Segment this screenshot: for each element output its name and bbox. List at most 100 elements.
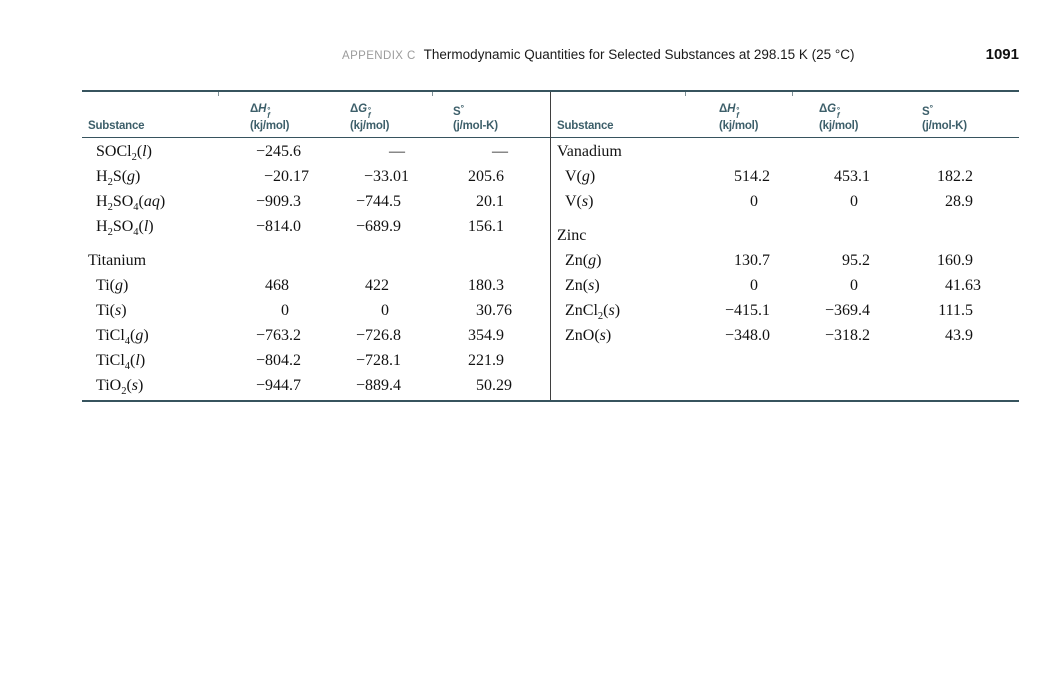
substance-name: H2SO4(l) — [96, 218, 154, 239]
table-row: SOCl2(l) −245.6 — — — [82, 139, 550, 164]
panel-divider — [550, 92, 551, 400]
delta-h-value: −348.0 — [724, 327, 770, 344]
substance-name: H2SO4(aq) — [96, 193, 166, 214]
delta-h-value: 130.7 — [734, 252, 770, 269]
delta-g-value: −33.01 — [363, 168, 409, 185]
delta-h-value: 468 — [265, 277, 289, 294]
table-row: H2SO4(aq) −909.3 −744.5 20.1 — [82, 189, 550, 214]
entropy-value: 41.63 — [945, 277, 981, 294]
entropy-value: 20.1 — [476, 193, 504, 210]
group-header: Zinc — [557, 227, 587, 244]
table-panel-body: SOCl2(l) −245.6— — H2S(g) −20.17 −33.01 205.6 H… — [82, 138, 550, 398]
entropy-value: — — [492, 143, 508, 160]
table-row: TiCl4(g) −763.2 −726.8 354.9 — [82, 323, 550, 348]
column-tick — [685, 92, 686, 96]
table-header: Substance ΔH ° f (kj/mol) ΔG ° f (kj/mol) S°… — [82, 92, 550, 138]
delta-g-value: 0 — [850, 193, 858, 210]
table-row: H2SO4(l) −814.0 −689.9 156.1 — [82, 214, 550, 239]
column-tick — [432, 92, 433, 96]
substance-name: ZnCl2(s) — [565, 302, 621, 323]
delta-h-value: −909.3 — [255, 193, 301, 210]
substance-name: V(g) — [565, 168, 596, 185]
substance-name: TiCl4(l) — [96, 352, 146, 373]
delta-g-value: −369.4 — [824, 302, 870, 319]
thermo-table: Substance ΔH ° f (kj/mol) ΔG ° f (kj/mol) S°… — [82, 90, 1019, 402]
delta-h-value: −814.0 — [255, 218, 301, 235]
table-panel-right: Substance ΔH ° f (kj/mol) ΔG ° f (kj/mol) S°… — [551, 92, 1019, 400]
delta-g-value: 453.1 — [834, 168, 870, 185]
table-row: Ti(s) 0 0 30.76 — [82, 298, 550, 323]
delta-g-value: −728.1 — [355, 352, 401, 369]
delta-g-column-header: ΔG ° f (kj/mol) — [344, 103, 447, 132]
delta-h-value: −763.2 — [255, 327, 301, 344]
entropy-value: 43.9 — [945, 327, 973, 344]
substance-name: ZnO(s) — [565, 327, 612, 344]
substance-name: Ti(s) — [96, 302, 127, 319]
delta-h-column-header: ΔH ° f (kj/mol) — [244, 103, 344, 132]
delta-g-value: 0 — [850, 277, 858, 294]
table-row: Zn(g) 130.7 95.2 160.9 — [551, 248, 1019, 273]
entropy-units: (j/mol-K) — [453, 120, 498, 132]
delta-h-value: −944.7 — [255, 377, 301, 394]
column-tick — [218, 92, 219, 96]
substance-name: Ti(g) — [96, 277, 129, 294]
table-header: Substance ΔH ° f (kj/mol) ΔG ° f (kj/mol) S°… — [551, 92, 1019, 138]
delta-h-value: −415.1 — [724, 302, 770, 319]
table-row: V(g) 514.2 453.1 182.2 — [551, 164, 1019, 189]
entropy-value: 50.29 — [476, 377, 512, 394]
delta-g-value: −689.9 — [355, 218, 401, 235]
substance-column-header: Substance — [557, 120, 614, 132]
entropy-value: 28.9 — [945, 193, 973, 210]
delta-g-value: −889.4 — [355, 377, 401, 394]
entropy-column-header: S° (j/mol-K) — [447, 102, 550, 132]
table-row: Zn(s) 0 0 41.63 — [551, 273, 1019, 298]
delta-h-value: 0 — [750, 277, 758, 294]
delta-h-value: −20.17 — [263, 168, 309, 185]
delta-h-value: 0 — [750, 193, 758, 210]
page-header: APPENDIX C Thermodynamic Quantities for … — [82, 46, 1019, 63]
entropy-value: 180.3 — [468, 277, 504, 294]
delta-g-column-header: ΔG ° f (kj/mol) — [813, 103, 916, 132]
entropy-units: (j/mol-K) — [922, 120, 967, 132]
delta-h-units: (kj/mol) — [250, 120, 290, 132]
substance-name: SOCl2(l) — [96, 143, 152, 164]
delta-g-value: 422 — [365, 277, 389, 294]
table-row: ZnCl2(s) −415.1 −369.4 111.5 — [551, 298, 1019, 323]
substance-name: H2S(g) — [96, 168, 141, 189]
table-row: TiCl4(l) −804.2 −728.1 221.9 — [82, 348, 550, 373]
substance-name: TiO2(s) — [96, 377, 144, 398]
delta-h-column-header: ΔH ° f (kj/mol) — [713, 103, 813, 132]
entropy-value: 354.9 — [468, 327, 504, 344]
delta-g-value: −744.5 — [355, 193, 401, 210]
entropy-value: 111.5 — [938, 302, 973, 319]
delta-g-value: 95.2 — [842, 252, 870, 269]
entropy-column-header: S° (j/mol-K) — [916, 102, 1019, 132]
delta-g-value: — — [389, 143, 405, 160]
delta-g-value: 0 — [381, 302, 389, 319]
delta-h-value: −804.2 — [255, 352, 301, 369]
delta-g-units: (kj/mol) — [350, 120, 390, 132]
group-header: Vanadium — [557, 143, 622, 160]
entropy-value: 182.2 — [937, 168, 973, 185]
delta-g-units: (kj/mol) — [819, 120, 859, 132]
appendix-label: APPENDIX C — [342, 50, 416, 62]
entropy-value: 221.9 — [468, 352, 504, 369]
delta-h-value: 514.2 — [734, 168, 770, 185]
delta-g-value: −318.2 — [824, 327, 870, 344]
group-header: Titanium — [88, 252, 147, 269]
substance-name: V(s) — [565, 193, 594, 210]
delta-g-value: −726.8 — [355, 327, 401, 344]
table-row: H2S(g) −20.17 −33.01 205.6 — [82, 164, 550, 189]
substance-name: TiCl4(g) — [96, 327, 149, 348]
entropy-value: 30.76 — [476, 302, 512, 319]
page-title: Thermodynamic Quantities for Selected Su… — [423, 47, 855, 62]
table-panel-body: Vanadium V(g) 514.2 453.1 182.2 V(s) 0 0 28.9 Zin… — [551, 138, 1019, 348]
substance-name: Zn(g) — [565, 252, 602, 269]
entropy-value: 156.1 — [468, 218, 504, 235]
entropy-value: 160.9 — [937, 252, 973, 269]
table-row: V(s) 0 0 28.9 — [551, 189, 1019, 214]
page-number: 1091 — [985, 46, 1019, 63]
delta-h-units: (kj/mol) — [719, 120, 759, 132]
delta-h-value: −245.6 — [255, 143, 301, 160]
substance-column-header: Substance — [88, 120, 145, 132]
